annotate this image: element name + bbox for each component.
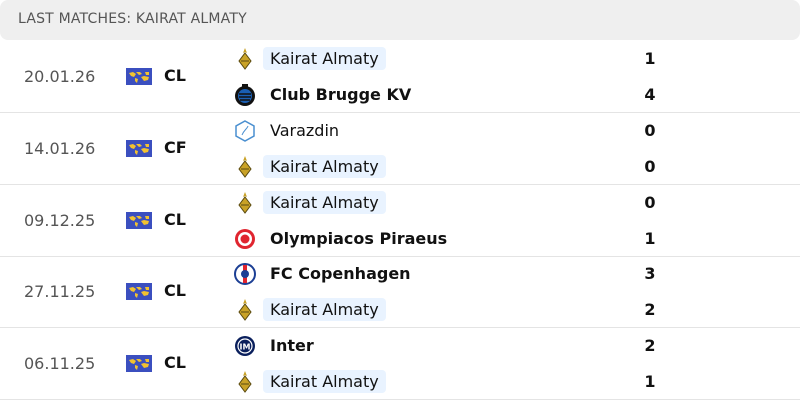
team-score: 1	[644, 49, 656, 68]
team-name: FC Copenhagen	[270, 264, 411, 283]
team-score: 0	[644, 193, 656, 212]
match-row[interactable]: 27.11.25 CL FC Copenhagen 3 Kairat Almat…	[0, 256, 800, 328]
world-flag-icon	[126, 355, 152, 372]
competition-label: CL	[164, 210, 186, 229]
kairat-crest-icon	[234, 156, 256, 178]
world-flag-icon	[126, 212, 152, 229]
section-title: LAST MATCHES: KAIRAT ALMATY	[18, 11, 247, 27]
team-home[interactable]: FC Copenhagen 3	[232, 259, 792, 289]
competition-label: CL	[164, 66, 186, 85]
team-score: 0	[644, 157, 656, 176]
match-date: 14.01.26	[24, 139, 96, 158]
team-away[interactable]: Kairat Almaty 2	[232, 295, 792, 325]
team-score: 2	[644, 300, 656, 319]
team-name: Kairat Almaty	[263, 298, 386, 321]
match-date: 09.12.25	[24, 211, 96, 230]
world-flag-icon	[126, 140, 152, 157]
team-name: Varazdin	[270, 121, 340, 140]
svg-text:IM: IM	[240, 343, 251, 352]
team-home[interactable]: Varazdin 0	[232, 116, 792, 146]
team-home[interactable]: Kairat Almaty 0	[232, 188, 792, 218]
team-score: 2	[644, 336, 656, 355]
inter-crest-icon: IM	[234, 335, 256, 357]
kairat-crest-icon	[234, 371, 256, 393]
match-row[interactable]: 20.01.26 CL Kairat Almaty 1 Club Brugge …	[0, 41, 800, 113]
world-flag-icon	[126, 283, 152, 300]
team-name: Olympiacos Piraeus	[270, 229, 448, 248]
team-home[interactable]: Kairat Almaty 1	[232, 44, 792, 74]
team-away[interactable]: Club Brugge KV 4	[232, 80, 792, 110]
team-away[interactable]: Kairat Almaty 1	[232, 367, 792, 397]
team-name: Kairat Almaty	[263, 370, 386, 393]
section-header: LAST MATCHES: KAIRAT ALMATY	[0, 0, 800, 40]
varazdin-crest-icon	[234, 120, 256, 142]
competition-label: CL	[164, 353, 186, 372]
kairat-crest-icon	[234, 299, 256, 321]
team-away[interactable]: Olympiacos Piraeus 1	[232, 224, 792, 254]
team-name: Inter	[270, 336, 314, 355]
match-row[interactable]: 09.12.25 CL Kairat Almaty 0 Olympiacos P…	[0, 185, 800, 257]
club-brugge-crest-icon	[234, 84, 256, 106]
team-score: 0	[644, 121, 656, 140]
kairat-crest-icon	[234, 48, 256, 70]
match-row[interactable]: 14.01.26 CF Varazdin 0 Kairat Almaty 0	[0, 113, 800, 185]
kairat-crest-icon	[234, 192, 256, 214]
team-score: 1	[644, 229, 656, 248]
team-name: Club Brugge KV	[270, 85, 412, 104]
team-score: 4	[644, 85, 656, 104]
team-away[interactable]: Kairat Almaty 0	[232, 152, 792, 182]
team-score: 3	[644, 264, 656, 283]
match-date: 27.11.25	[24, 282, 96, 301]
competition-label: CL	[164, 281, 186, 300]
team-name: Kairat Almaty	[263, 47, 386, 70]
olympiacos-crest-icon	[234, 228, 256, 250]
team-name: Kairat Almaty	[263, 191, 386, 214]
competition-label: CF	[164, 138, 187, 157]
match-date: 20.01.26	[24, 67, 96, 86]
world-flag-icon	[126, 68, 152, 85]
team-home[interactable]: IM Inter 2	[232, 331, 792, 361]
match-row[interactable]: 06.11.25 CL IM Inter 2 Kairat Almaty 1	[0, 328, 800, 400]
fc-copenhagen-crest-icon	[234, 263, 256, 285]
team-score: 1	[644, 372, 656, 391]
team-name: Kairat Almaty	[263, 155, 386, 178]
match-date: 06.11.25	[24, 354, 96, 373]
